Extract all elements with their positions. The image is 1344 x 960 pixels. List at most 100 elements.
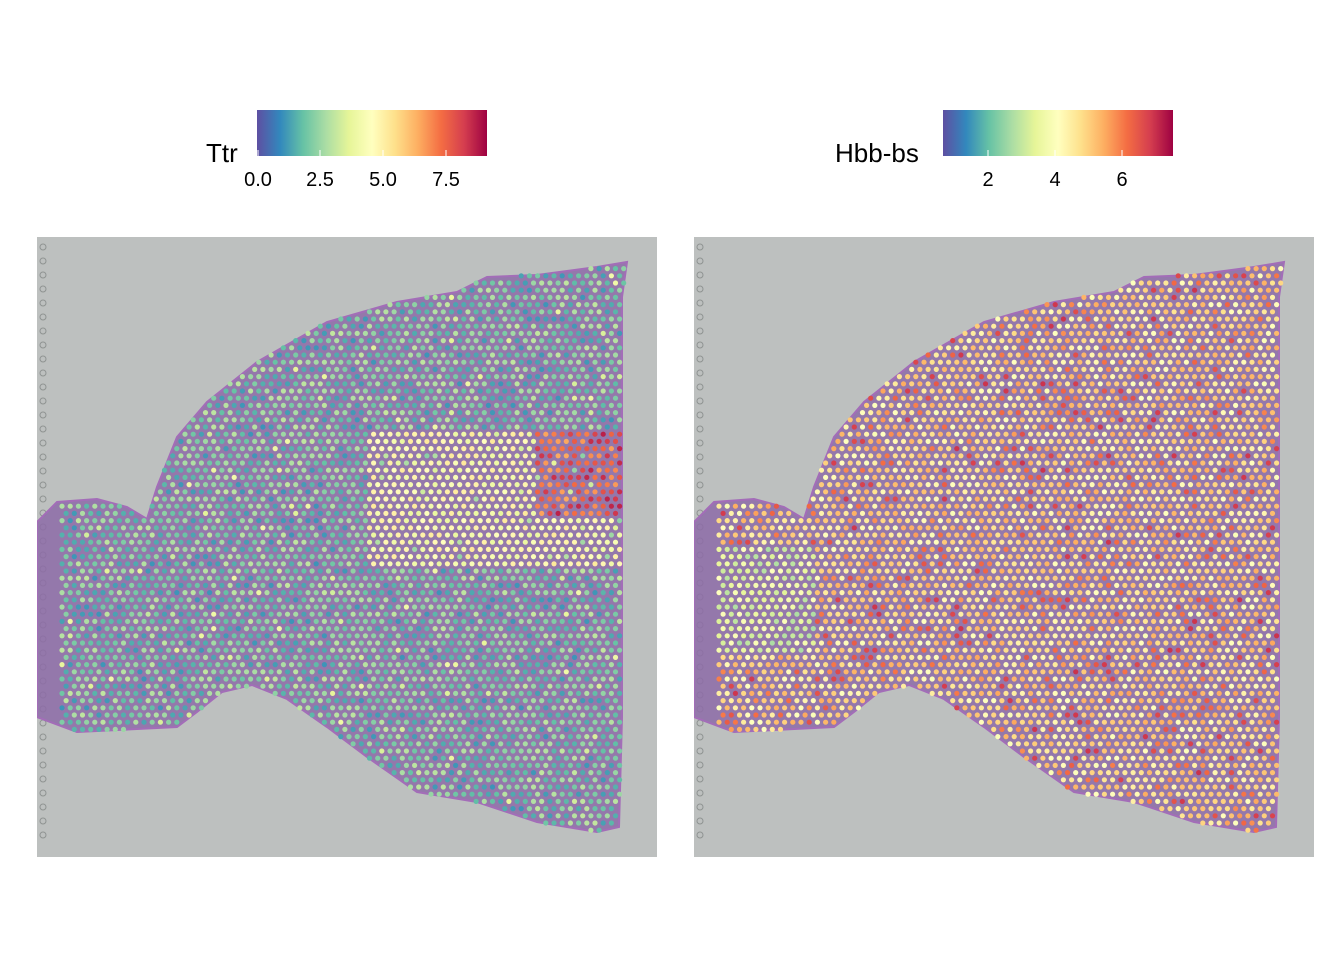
expression-spot <box>219 482 225 488</box>
expression-spot <box>987 402 993 408</box>
expression-spot <box>88 726 94 732</box>
expression-spot <box>588 741 594 747</box>
expression-spot <box>465 323 471 329</box>
expression-spot <box>1204 438 1210 444</box>
expression-spot <box>539 467 545 473</box>
expression-spot <box>1007 381 1013 387</box>
expression-spot <box>84 561 90 567</box>
expression-spot <box>1183 287 1189 293</box>
expression-spot <box>330 446 336 452</box>
expression-spot <box>428 345 434 351</box>
expression-spot <box>514 669 520 675</box>
expression-spot <box>223 417 229 423</box>
expression-spot <box>1274 446 1280 452</box>
expression-spot <box>469 345 475 351</box>
expression-spot <box>563 467 569 473</box>
expression-spot <box>1130 338 1136 344</box>
expression-spot <box>453 402 459 408</box>
expression-spot <box>551 734 557 740</box>
expression-spot <box>1245 410 1251 416</box>
expression-spot <box>1253 280 1259 286</box>
fiducial-dot <box>39 425 47 433</box>
expression-spot <box>112 669 118 675</box>
expression-spot <box>592 474 598 480</box>
expression-spot <box>440 784 446 790</box>
expression-spot <box>1220 410 1226 416</box>
expression-spot <box>592 359 598 365</box>
expression-spot <box>1118 388 1124 394</box>
expression-spot <box>453 388 459 394</box>
expression-spot <box>432 410 438 416</box>
expression-spot <box>453 546 459 552</box>
expression-spot <box>256 489 262 495</box>
expression-spot <box>592 618 598 624</box>
expression-spot <box>522 798 528 805</box>
expression-spot <box>604 352 610 358</box>
expression-spot <box>987 359 993 365</box>
expression-spot <box>510 316 516 322</box>
expression-spot <box>473 770 479 776</box>
expression-spot <box>313 633 319 639</box>
expression-spot <box>289 446 295 452</box>
expression-spot <box>342 424 348 430</box>
expression-spot <box>477 345 483 351</box>
expression-spot <box>375 467 381 473</box>
expression-spot <box>243 654 250 660</box>
expression-spot <box>161 510 168 516</box>
expression-spot <box>1163 280 1169 286</box>
expression-spot <box>1274 417 1280 423</box>
expression-spot <box>243 381 250 387</box>
expression-spot <box>489 798 496 805</box>
expression-spot <box>1126 302 1132 308</box>
expression-spot <box>321 705 327 711</box>
fiducial-dot <box>696 453 704 461</box>
expression-spot <box>530 813 537 819</box>
expression-spot <box>966 424 972 430</box>
expression-spot <box>481 798 487 805</box>
expression-spot <box>399 438 405 444</box>
expression-spot <box>202 683 209 689</box>
expression-spot <box>974 381 980 387</box>
expression-spot <box>161 467 168 473</box>
expression-spot <box>120 726 127 732</box>
expression-spot <box>440 726 446 732</box>
expression-spot <box>510 618 516 624</box>
expression-spot <box>1085 345 1091 351</box>
expression-spot <box>991 381 997 387</box>
expression-spot <box>448 338 455 344</box>
expression-spot <box>186 453 192 459</box>
expression-spot <box>145 640 151 646</box>
expression-spot <box>596 611 602 617</box>
expression-spot <box>309 525 315 531</box>
expression-spot <box>305 662 311 668</box>
expression-spot <box>859 453 866 459</box>
expression-spot <box>366 741 373 747</box>
expression-spot <box>354 647 360 653</box>
expression-spot <box>309 669 315 675</box>
expression-spot <box>559 431 565 437</box>
expression-spot <box>543 806 549 812</box>
expression-spot <box>555 669 561 675</box>
expression-spot <box>190 590 196 596</box>
expression-spot <box>592 561 598 567</box>
expression-spot <box>268 554 274 560</box>
expression-spot <box>514 280 520 286</box>
expression-spot <box>494 316 500 322</box>
expression-spot <box>1167 431 1173 437</box>
expression-spot <box>387 302 393 308</box>
expression-spot <box>166 489 172 495</box>
expression-spot <box>905 417 911 423</box>
expression-spot <box>530 611 537 617</box>
expression-spot <box>592 302 598 308</box>
expression-spot <box>120 654 127 660</box>
expression-spot <box>448 496 455 502</box>
expression-spot <box>514 741 520 747</box>
expression-spot <box>301 496 307 502</box>
expression-spot <box>608 820 615 826</box>
expression-spot <box>592 777 598 783</box>
expression-spot <box>243 611 250 617</box>
expression-spot <box>116 561 122 567</box>
expression-spot <box>387 402 393 408</box>
expression-spot <box>428 618 434 624</box>
expression-spot <box>576 647 582 653</box>
